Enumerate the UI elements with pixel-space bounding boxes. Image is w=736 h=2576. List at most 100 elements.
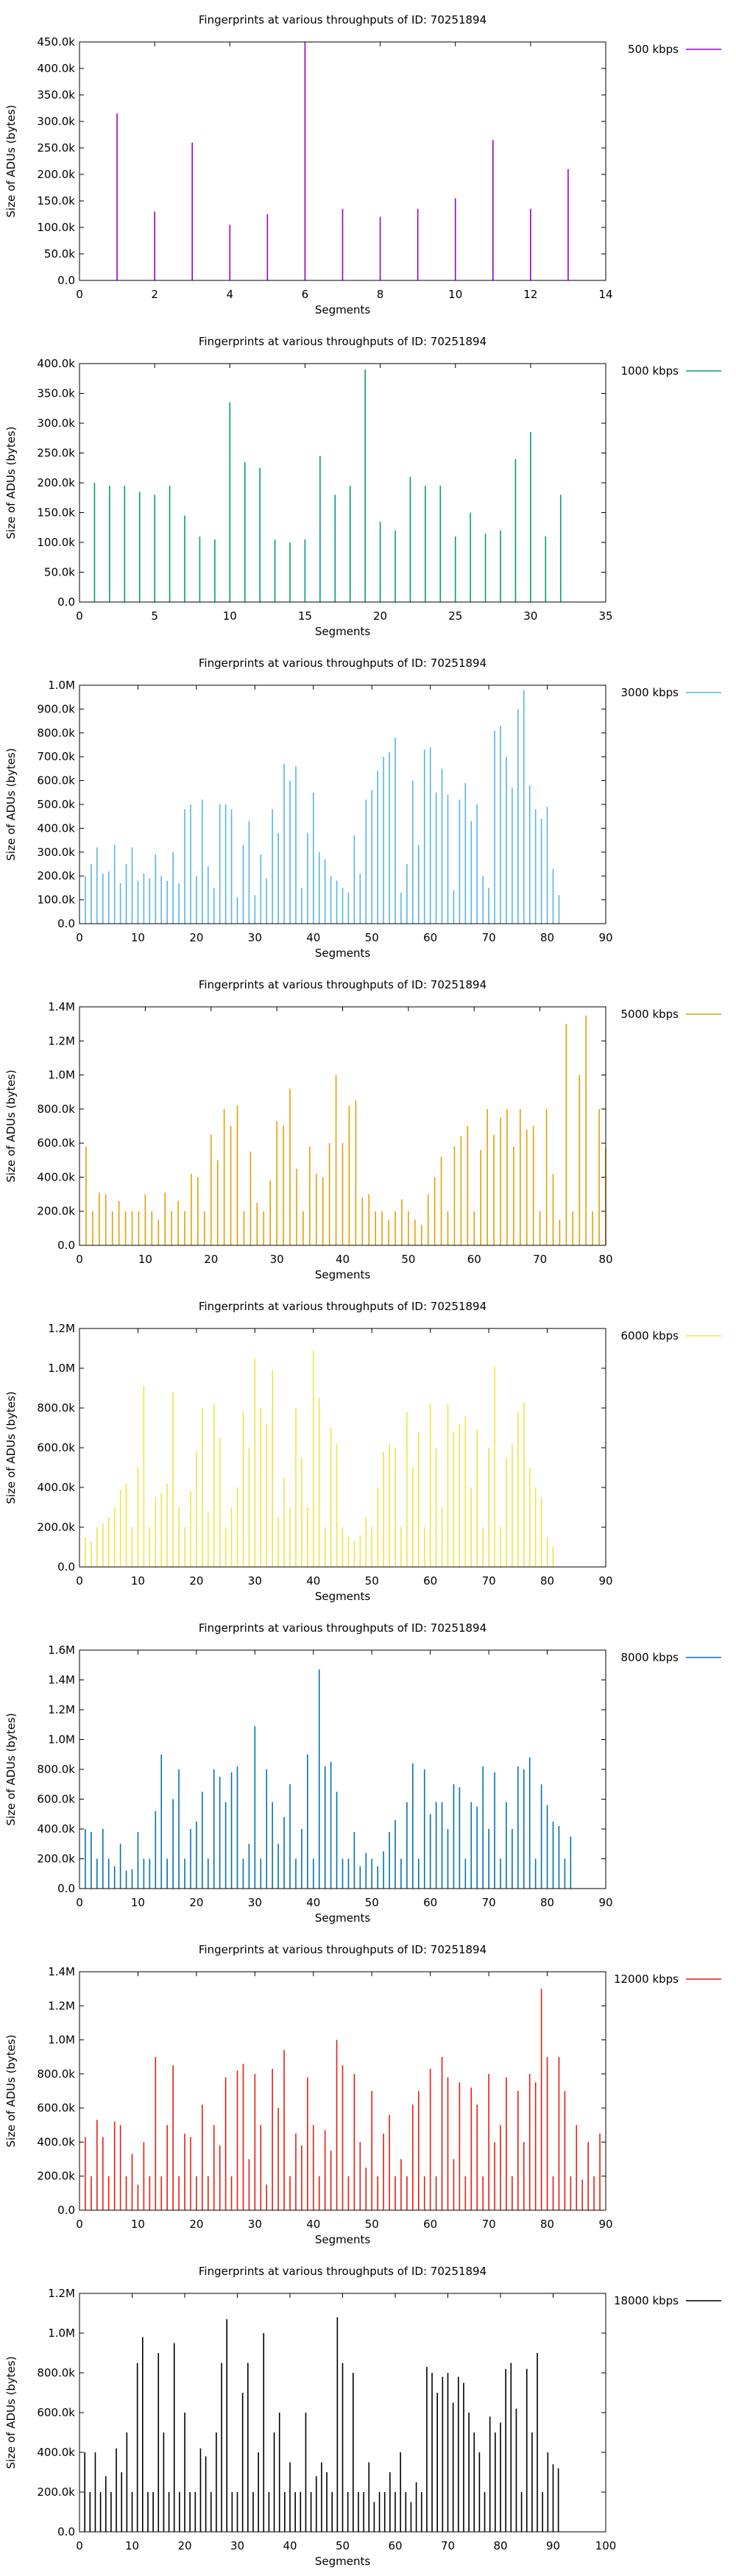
x-axis-label: Segments	[315, 2555, 371, 2568]
y-axis-label: Size of ADUs (bytes)	[4, 1069, 18, 1182]
x-tick-label: 20	[189, 2218, 203, 2231]
x-axis-label: Segments	[315, 1911, 371, 1925]
plot-frame	[79, 684, 606, 924]
x-tick-label: 20	[373, 609, 387, 623]
y-tick-label: 200.0k	[37, 869, 75, 882]
x-tick-label: 35	[598, 609, 612, 623]
x-tick-label: 40	[306, 1896, 320, 1909]
x-tick-label: 80	[540, 1574, 554, 1588]
chart-panel: Fingerprints at various throughputs of I…	[0, 0, 736, 322]
y-tick-label: 0.0	[57, 1239, 75, 1252]
x-tick-label: 40	[306, 2218, 320, 2231]
y-tick-label: 450.0k	[37, 35, 75, 49]
x-tick-label: 20	[189, 1574, 203, 1588]
x-tick-label: 10	[131, 931, 145, 944]
x-tick-label: 60	[388, 2539, 402, 2552]
legend-label: 12000 kbps	[614, 1972, 679, 1986]
x-tick-label: 60	[467, 1253, 481, 1266]
x-tick-label: 70	[482, 931, 496, 944]
x-tick-label: 60	[423, 931, 437, 944]
y-tick-label: 1.6M	[48, 1643, 75, 1657]
y-tick-label: 0.0	[57, 2525, 75, 2538]
legend-label: 8000 kbps	[621, 1651, 679, 1664]
y-tick-label: 0.0	[57, 917, 75, 930]
x-tick-label: 6	[302, 288, 309, 301]
x-tick-label: 25	[448, 609, 462, 623]
x-axis-label: Segments	[315, 303, 371, 316]
x-tick-label: 10	[125, 2539, 139, 2552]
x-axis-label: Segments	[315, 1590, 371, 1603]
y-tick-label: 400.0k	[37, 2446, 75, 2459]
y-tick-label: 600.0k	[37, 2406, 75, 2419]
chart-panel: Fingerprints at various throughputs of I…	[0, 643, 736, 965]
y-tick-label: 600.0k	[37, 1136, 75, 1150]
chart-svg: Fingerprints at various throughputs of I…	[4, 1943, 721, 2246]
y-tick-label: 400.0k	[37, 1481, 75, 1494]
y-tick-label: 900.0k	[37, 702, 75, 715]
y-tick-label: 1.0M	[48, 2034, 75, 2047]
x-axis-label: Segments	[315, 625, 371, 638]
chart-title: Fingerprints at various throughputs of I…	[199, 1621, 486, 1635]
y-tick-label: 1.4M	[48, 1674, 75, 1687]
y-tick-label: 50.0k	[44, 247, 75, 261]
y-axis-label: Size of ADUs (bytes)	[4, 105, 18, 217]
y-tick-label: 1.2M	[48, 1322, 75, 1335]
x-tick-label: 4	[227, 288, 234, 301]
chart-svg: Fingerprints at various throughputs of I…	[4, 2265, 721, 2568]
x-tick-label: 30	[230, 2539, 244, 2552]
x-tick-label: 10	[131, 1896, 145, 1909]
x-tick-label: 0	[76, 931, 83, 944]
y-tick-label: 1.4M	[48, 1000, 75, 1013]
x-tick-label: 12	[523, 288, 537, 301]
y-tick-label: 400.0k	[37, 2135, 75, 2148]
x-tick-label: 2	[151, 288, 158, 301]
plot-frame	[79, 1328, 606, 1568]
y-tick-label: 300.0k	[37, 846, 75, 859]
plot-frame	[79, 363, 606, 603]
y-tick-label: 600.0k	[37, 1441, 75, 1454]
x-tick-label: 30	[248, 1896, 262, 1909]
y-tick-label: 800.0k	[37, 2067, 75, 2081]
x-tick-label: 80	[493, 2539, 507, 2552]
x-tick-label: 20	[189, 931, 203, 944]
y-tick-label: 800.0k	[37, 1103, 75, 1116]
x-tick-label: 8	[377, 288, 384, 301]
x-tick-label: 10	[223, 609, 237, 623]
y-tick-label: 400.0k	[37, 821, 75, 835]
chart-panel: Fingerprints at various throughputs of I…	[0, 1287, 736, 1608]
y-tick-label: 150.0k	[37, 194, 75, 208]
y-tick-label: 600.0k	[37, 1793, 75, 1806]
y-tick-label: 1.4M	[48, 1965, 75, 1978]
x-axis-label: Segments	[315, 1268, 371, 1281]
y-tick-label: 600.0k	[37, 774, 75, 788]
x-tick-label: 50	[365, 1896, 379, 1909]
x-tick-label: 60	[423, 2218, 437, 2231]
x-tick-label: 15	[298, 609, 312, 623]
y-tick-label: 200.0k	[37, 1521, 75, 1534]
y-tick-label: 250.0k	[37, 141, 75, 155]
x-tick-label: 90	[598, 1896, 612, 1909]
y-tick-label: 1.2M	[48, 1703, 75, 1716]
x-tick-label: 50	[365, 1574, 379, 1588]
x-tick-label: 40	[306, 1574, 320, 1588]
chart-title: Fingerprints at various throughputs of I…	[199, 13, 486, 26]
legend-label: 6000 kbps	[621, 1329, 679, 1342]
y-tick-label: 1.0M	[48, 1362, 75, 1375]
x-axis-label: Segments	[315, 946, 371, 960]
x-tick-label: 70	[533, 1253, 547, 1266]
y-axis-label: Size of ADUs (bytes)	[4, 426, 18, 539]
x-tick-label: 80	[540, 2218, 554, 2231]
chart-panel: Fingerprints at various throughputs of I…	[0, 322, 736, 643]
x-tick-label: 5	[151, 609, 158, 623]
y-tick-label: 1.2M	[48, 1999, 75, 2012]
y-tick-label: 400.0k	[37, 357, 75, 370]
y-tick-label: 0.0	[57, 1882, 75, 1895]
x-tick-label: 90	[598, 2218, 612, 2231]
y-tick-label: 1.2M	[48, 2287, 75, 2300]
y-axis-label: Size of ADUs (bytes)	[4, 748, 18, 860]
x-tick-label: 0	[76, 2539, 83, 2552]
x-tick-label: 80	[540, 931, 554, 944]
y-tick-label: 200.0k	[37, 2485, 75, 2499]
x-tick-label: 50	[336, 2539, 350, 2552]
